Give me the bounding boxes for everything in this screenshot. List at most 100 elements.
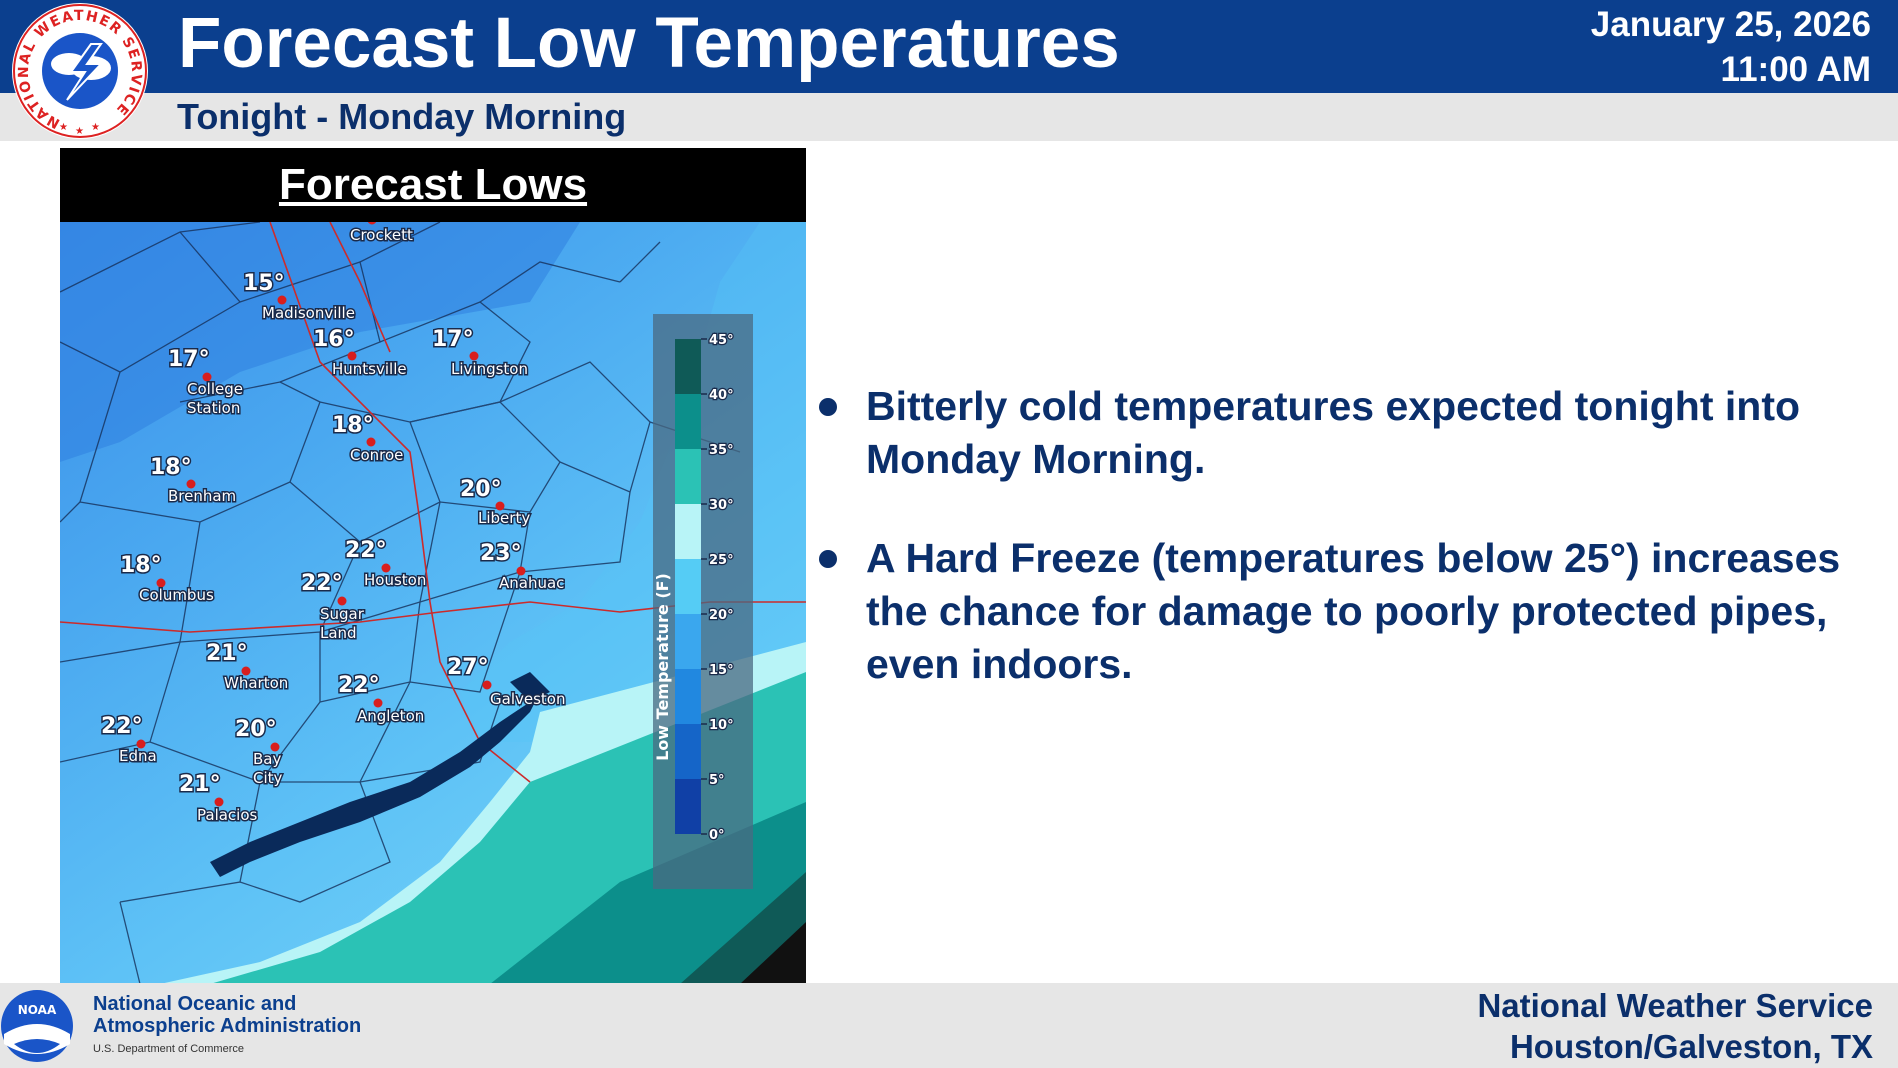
city-marker: 18° Columbus bbox=[119, 552, 216, 606]
city-dot bbox=[516, 566, 526, 576]
city-marker: 22° Edna bbox=[100, 713, 159, 767]
legend-title: Low Temperature (F) bbox=[653, 573, 672, 761]
city-temp: 18° bbox=[120, 553, 162, 578]
city-temp: 27° bbox=[447, 655, 489, 680]
office-name: National Weather Service Houston/Galvest… bbox=[1477, 985, 1873, 1067]
legend-tick-label: 40° bbox=[709, 388, 734, 403]
city-dot bbox=[214, 797, 224, 807]
bullet-text-2: A Hard Freeze (temperatures below 25°) i… bbox=[866, 535, 1841, 687]
bullet-dot-icon bbox=[819, 550, 837, 568]
city-marker: 16° Huntsville bbox=[312, 326, 409, 380]
city-dot bbox=[366, 437, 376, 447]
legend-tick-label: 5° bbox=[709, 773, 725, 788]
city-temp: 22° bbox=[101, 714, 143, 739]
city-name: City bbox=[253, 769, 283, 787]
city-marker: 22° Houston bbox=[344, 537, 428, 591]
cold-zone bbox=[60, 222, 580, 462]
city-name: Livingston bbox=[451, 360, 528, 378]
noaa-logo-text: NOAA bbox=[18, 1003, 57, 1017]
city-dot bbox=[277, 295, 287, 305]
city-name: Huntsville bbox=[332, 360, 407, 378]
legend-swatch bbox=[675, 779, 701, 834]
issued-date: January 25, 2026 bbox=[1590, 5, 1871, 44]
city-dot bbox=[347, 351, 357, 361]
city-dot bbox=[482, 680, 492, 690]
legend-tick-label: 30° bbox=[709, 498, 734, 513]
city-name: Houston bbox=[364, 571, 426, 589]
city-name: Palacios bbox=[197, 806, 258, 824]
legend-swatch bbox=[675, 394, 701, 449]
city-dot bbox=[337, 596, 347, 606]
city-marker: 23° Anahuac bbox=[479, 540, 566, 594]
page-subtitle: Tonight - Monday Morning bbox=[177, 96, 627, 137]
city-temp: 21° bbox=[179, 772, 221, 797]
city-marker: 22° Angleton bbox=[337, 672, 426, 727]
city-marker: 20° Liberty bbox=[459, 476, 532, 529]
map-title: Forecast Lows bbox=[278, 160, 588, 209]
svg-text:★: ★ bbox=[91, 122, 100, 133]
city-temp: 18° bbox=[150, 455, 192, 480]
noaa-name-line1: National Oceanic and bbox=[93, 993, 297, 1015]
issued-datetime: January 25, 2026 11:00 AM bbox=[1591, 2, 1871, 92]
legend-swatch bbox=[675, 449, 701, 504]
header-bar bbox=[0, 0, 1898, 93]
office-line2: Houston/Galveston, TX bbox=[1509, 1028, 1873, 1065]
city-temp: 23° bbox=[480, 541, 522, 566]
city-name: Wharton bbox=[224, 674, 288, 692]
legend-swatch bbox=[675, 339, 701, 394]
county-borders bbox=[60, 222, 741, 984]
bullet-list: Bitterly cold temperatures expected toni… bbox=[816, 380, 1876, 737]
city-name: Edna bbox=[119, 747, 157, 765]
coastline bbox=[210, 672, 550, 877]
city-name: Bay bbox=[253, 750, 281, 768]
footer-bar bbox=[0, 983, 1898, 1068]
city-dot bbox=[241, 666, 251, 676]
city-temp: 21° bbox=[206, 641, 248, 666]
city-temp: 22° bbox=[338, 673, 380, 698]
city-temp: 20° bbox=[235, 717, 277, 742]
city-name: Madisonville bbox=[262, 304, 355, 322]
city-dot bbox=[186, 479, 196, 489]
legend-tick-label: 25° bbox=[709, 553, 734, 568]
legend-background bbox=[653, 314, 753, 889]
city-temp: 17° bbox=[432, 327, 474, 352]
city-name: Galveston bbox=[490, 690, 565, 708]
city-marker: 21° Wharton bbox=[205, 640, 290, 694]
legend-colorbar bbox=[675, 339, 701, 834]
office-line1: National Weather Service bbox=[1477, 987, 1873, 1024]
city-name: Liberty bbox=[478, 509, 530, 527]
city-dot bbox=[381, 563, 391, 573]
city-name: Anahuac bbox=[499, 574, 564, 592]
city-labels: 12°Crockett15°Madisonville16°Huntsville1… bbox=[100, 222, 567, 826]
city-name: Columbus bbox=[139, 586, 214, 604]
forecast-map: 45° 40° 35° 30° 25° 20° 15° 10° 5° 0° Low Tempera… bbox=[60, 222, 806, 984]
legend-tick-label: 35° bbox=[709, 443, 734, 458]
bullet-text-1: Bitterly cold temperatures expected toni… bbox=[866, 383, 1801, 482]
legend-tick-label: 45° bbox=[709, 333, 734, 348]
subtitle-bar bbox=[0, 93, 1898, 141]
noaa-name: National Oceanic and Atmospheric Adminis… bbox=[93, 993, 361, 1037]
legend-tick-label: 10° bbox=[709, 718, 734, 733]
issued-time: 11:00 AM bbox=[1720, 50, 1871, 89]
city-temp: 17° bbox=[168, 347, 210, 372]
legend-swatch bbox=[675, 669, 701, 724]
city-dot bbox=[136, 739, 146, 749]
city-marker: 17° Livingston bbox=[431, 326, 530, 380]
city-dot bbox=[495, 501, 505, 511]
city-name: Land bbox=[320, 624, 357, 642]
city-name: Conroe bbox=[350, 446, 403, 464]
city-dot bbox=[202, 372, 212, 382]
city-temp: 16° bbox=[313, 327, 355, 352]
legend-ticks: 45° 40° 35° 30° 25° 20° 15° 10° 5° 0° bbox=[701, 332, 735, 844]
city-marker: 21° Palacios bbox=[178, 771, 260, 826]
city-temp: 22° bbox=[301, 571, 343, 596]
city-marker: 18° Brenham bbox=[149, 454, 238, 507]
noaa-logo-icon: NOAA bbox=[1, 990, 73, 1062]
city-marker: 15° Madisonville bbox=[242, 270, 357, 324]
city-marker: 12°Crockett bbox=[349, 222, 414, 246]
city-dot bbox=[156, 578, 166, 588]
legend-tick-label: 0° bbox=[709, 828, 725, 843]
city-marker: 18° Conroe bbox=[331, 412, 405, 466]
